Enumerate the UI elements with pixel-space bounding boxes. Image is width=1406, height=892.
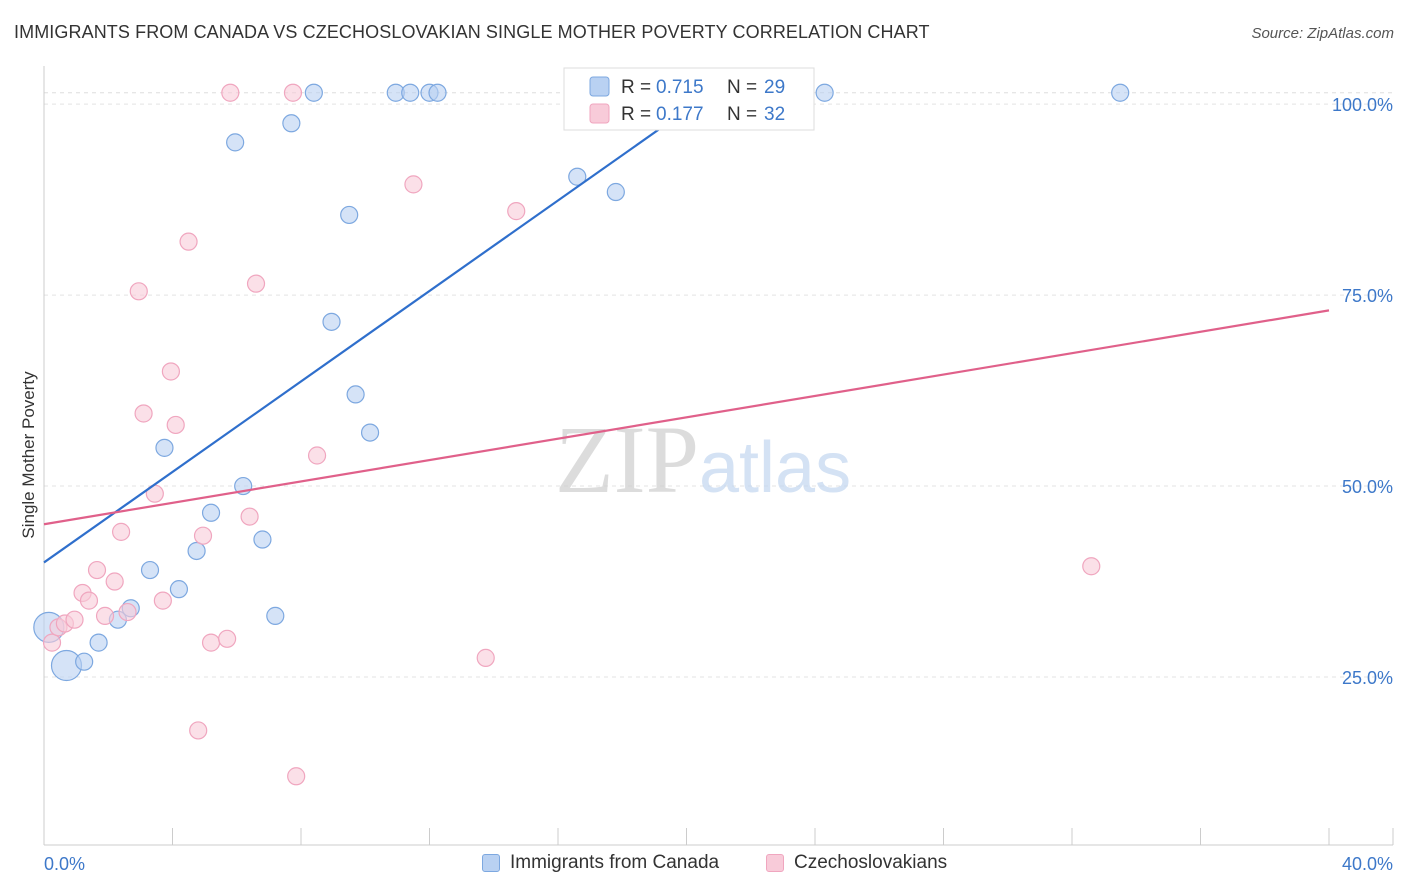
legend-label-czechoslovakians: Czechoslovakians [794, 852, 948, 873]
point-czechoslovakians-27 [307, 446, 327, 465]
legend-item-czechoslovakians[interactable]: Czechoslovakians [766, 852, 947, 874]
point-czechoslovakians-20 [201, 633, 221, 652]
point-czechoslovakians-22 [221, 83, 240, 102]
series-legend: Immigrants from Canada Czechoslovakians [0, 852, 1406, 878]
legend-r-label-czechoslovakians: R = [621, 104, 651, 125]
point-czechoslovakians-18 [189, 721, 208, 740]
legend-r-label-canada: R = [621, 77, 651, 98]
point-czechoslovakians-23 [240, 507, 259, 526]
legend-r-value-canada: 0.715 [656, 77, 704, 98]
point-canada-2 [75, 652, 94, 671]
trend-line-canada [43, 84, 723, 564]
point-canada-25 [568, 167, 587, 186]
y-tick-label-75: 75.0% [1342, 286, 1393, 306]
x-tick-label-min: 0.0% [44, 854, 85, 874]
legend-item-canada[interactable]: Immigrants from Canada [482, 852, 719, 874]
point-canada-11 [226, 133, 245, 152]
trend-line-czechoslovakians [43, 309, 1330, 526]
point-czechoslovakians-25 [283, 83, 303, 102]
trend-lines [43, 84, 1330, 564]
chart-title: IMMIGRANTS FROM CANADA VS CZECHOSLOVAKIA… [14, 22, 930, 42]
point-canada-3 [89, 633, 108, 652]
watermark-zip: ZIP [555, 406, 699, 513]
point-canada-17 [322, 312, 341, 331]
point-canada-22 [401, 83, 420, 102]
legend-n-label-czechoslovakians: N = [727, 104, 757, 125]
point-czechoslovakians-17 [179, 232, 198, 251]
point-czechoslovakians-7 [95, 606, 115, 625]
point-canada-19 [346, 385, 365, 404]
point-czechoslovakians-31 [1082, 557, 1101, 576]
point-czechoslovakians-12 [134, 404, 153, 423]
point-canada-13 [253, 530, 272, 549]
point-canada-9 [187, 541, 206, 561]
point-czechoslovakians-26 [287, 767, 306, 786]
legend-n-label-canada: N = [727, 77, 757, 98]
gridlines [44, 92, 1393, 678]
point-czechoslovakians-28 [404, 175, 423, 194]
point-czechoslovakians-16 [166, 415, 185, 435]
point-czechoslovakians-6 [87, 560, 107, 580]
point-czechoslovakians-10 [118, 602, 137, 622]
legend-n-value-canada: 29 [764, 77, 785, 98]
legend-n-value-czechoslovakians: 32 [764, 104, 785, 125]
y-tick-label-50: 50.0% [1342, 477, 1393, 497]
point-canada-24 [428, 83, 447, 102]
point-canada-20 [360, 423, 380, 442]
y-tick-label-100: 100.0% [1332, 95, 1393, 115]
point-czechoslovakians-14 [153, 591, 172, 610]
point-czechoslovakians-3 [65, 610, 84, 629]
scatter-points [33, 83, 1130, 786]
point-czechoslovakians-15 [161, 362, 180, 381]
axes [43, 66, 1393, 846]
point-canada-16 [304, 83, 323, 102]
point-czechoslovakians-29 [476, 648, 495, 667]
point-canada-18 [340, 205, 359, 225]
stats-legend: R = 0.715 N = 29 R = 0.177 N = 32 [563, 67, 815, 131]
point-czechoslovakians-5 [79, 591, 99, 610]
point-canada-15 [282, 114, 301, 133]
point-canada-10 [201, 503, 221, 522]
legend-r-value-czechoslovakians: 0.177 [656, 104, 704, 125]
point-czechoslovakians-8 [105, 572, 124, 591]
point-czechoslovakians-19 [193, 526, 213, 545]
point-czechoslovakians-21 [218, 629, 237, 648]
point-canada-8 [169, 580, 189, 599]
point-czechoslovakians-24 [246, 274, 266, 293]
point-czechoslovakians-9 [111, 522, 131, 541]
x-axis-ticks [43, 828, 1394, 845]
watermark-atlas: atlas [699, 428, 851, 508]
point-canada-14 [266, 606, 285, 625]
point-czechoslovakians-30 [507, 202, 526, 221]
point-canada-6 [140, 560, 160, 580]
point-czechoslovakians-0 [42, 633, 62, 652]
legend-swatch-czechoslovakians [589, 103, 610, 124]
legend-swatch-canada-bottom [482, 854, 500, 872]
legend-swatch-canada [589, 76, 610, 97]
legend-label-canada: Immigrants from Canada [510, 852, 720, 873]
y-tick-label-25: 25.0% [1342, 668, 1393, 688]
y-axis-tick-labels: 25.0% 50.0% 75.0% 100.0% [1332, 95, 1393, 688]
point-czechoslovakians-11 [129, 282, 148, 301]
point-canada-7 [155, 438, 174, 457]
watermark: ZIPatlas [555, 406, 851, 513]
point-canada-28 [1111, 83, 1130, 102]
chart-source: Source: ZipAtlas.com [1251, 25, 1394, 42]
watermark-text: ZIPatlas [555, 406, 851, 513]
point-canada-26 [606, 182, 625, 202]
y-axis-label: Single Mother Poverty [19, 371, 38, 539]
x-tick-label-max: 40.0% [1342, 854, 1393, 874]
legend-swatch-czechoslovakians-bottom [766, 854, 784, 872]
point-canada-27 [815, 83, 834, 102]
